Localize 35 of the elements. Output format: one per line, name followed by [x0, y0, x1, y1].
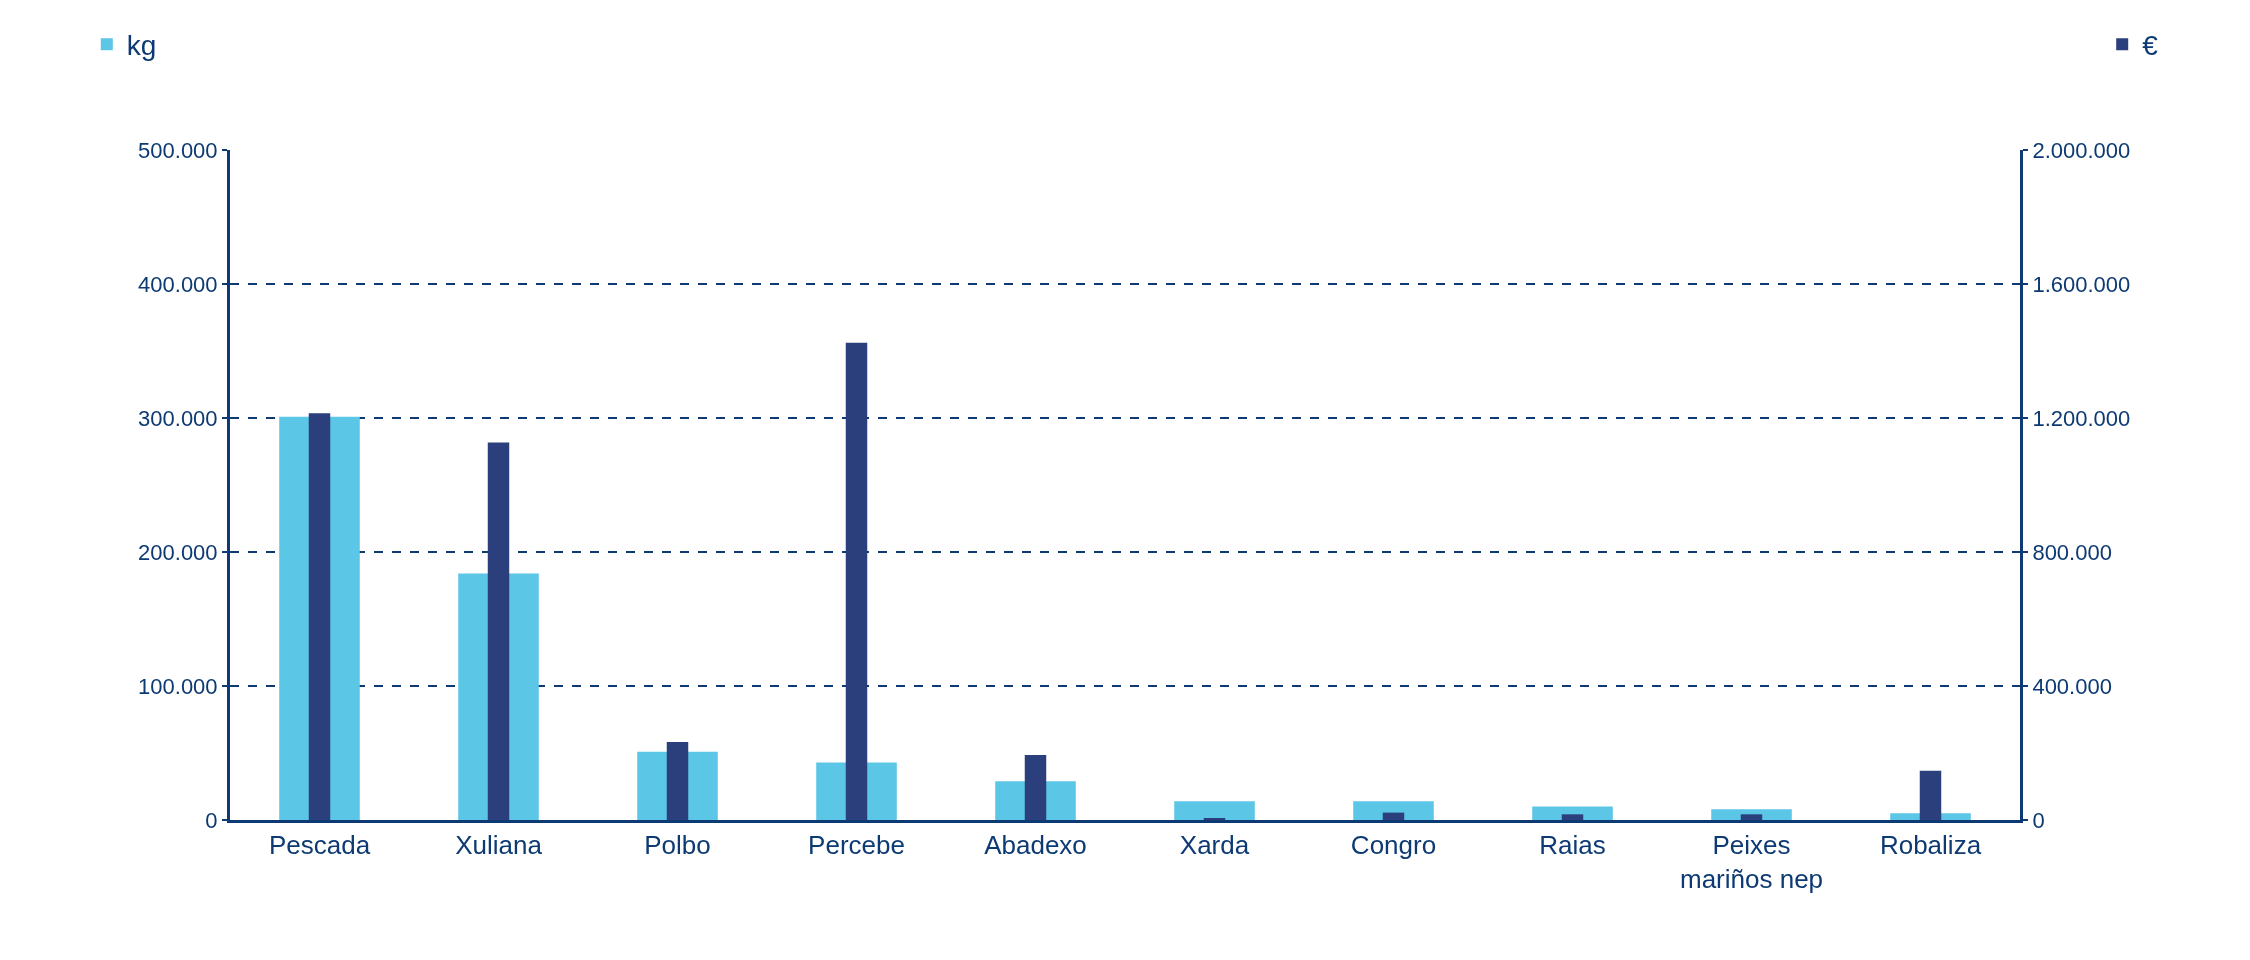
x-tick-label: Pescada: [268, 830, 371, 861]
y-tick-label: 100.000: [138, 673, 218, 699]
x-tick-label: Raias: [1539, 830, 1606, 861]
bar: [1919, 770, 1942, 820]
y2-tick-label: 400.000: [2032, 673, 2112, 699]
bar: [1024, 755, 1047, 820]
y2-tick-label: 1.600.000: [2032, 271, 2131, 297]
legend-label: €: [2142, 30, 2159, 62]
y-tick-label: 500.000: [138, 137, 218, 163]
x-tick-label: Xarda: [1179, 830, 1250, 861]
y-tick-label: 300.000: [138, 405, 218, 431]
bar: [1353, 801, 1434, 820]
bar: [666, 741, 689, 820]
x-tick-label: Congro: [1350, 830, 1437, 861]
y-tick-label: 400.000: [138, 271, 218, 297]
x-tick-label: Polbo: [644, 830, 711, 861]
x-tick-label: Abadexo: [984, 830, 1087, 861]
y2-tick-label: 0: [2032, 807, 2045, 833]
y2-tick-label: 1.200.000: [2032, 405, 2131, 431]
x-tick-label: Percebe: [808, 830, 905, 861]
y-tick-label: 0: [205, 807, 218, 833]
legend-label: kg: [126, 30, 157, 62]
x-tick-label: Xuliana: [455, 830, 543, 861]
y-tick-label: 200.000: [138, 539, 218, 565]
y2-tick-label: 800.000: [2032, 539, 2112, 565]
bar: [1740, 814, 1763, 820]
x-tick-label: Robaliza: [1879, 830, 1982, 861]
x-tick-label: Peixes mariños nep: [1679, 830, 1824, 894]
bar: [1174, 801, 1255, 820]
bar: [308, 413, 331, 820]
bar: [1561, 814, 1584, 820]
bar: [487, 442, 510, 820]
bar: [845, 342, 868, 820]
y2-tick-label: 2.000.000: [2032, 137, 2131, 163]
bar: [1382, 812, 1405, 820]
